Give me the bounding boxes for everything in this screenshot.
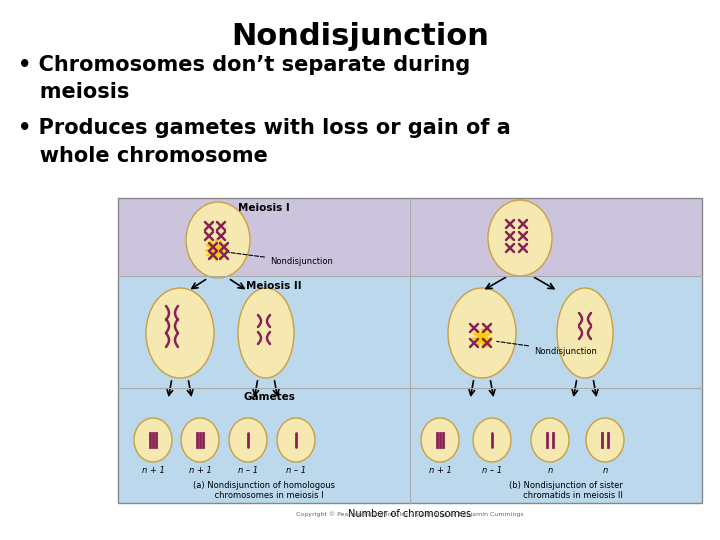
Text: (b) Nondisjunction of sister
     chromatids in meiosis II: (b) Nondisjunction of sister chromatids … xyxy=(509,481,623,501)
Ellipse shape xyxy=(531,418,569,462)
Text: Nondisjunction: Nondisjunction xyxy=(229,252,333,267)
Text: Meiosis II: Meiosis II xyxy=(246,281,302,291)
Ellipse shape xyxy=(238,288,294,378)
Bar xyxy=(118,276,702,388)
Text: n: n xyxy=(547,466,553,475)
Text: (a) Nondisjunction of homologous
    chromosomes in meiosis I: (a) Nondisjunction of homologous chromos… xyxy=(193,481,335,501)
Text: • Chromosomes don’t separate during: • Chromosomes don’t separate during xyxy=(18,55,470,75)
Ellipse shape xyxy=(181,418,219,462)
Ellipse shape xyxy=(473,418,511,462)
Text: • Produces gametes with loss or gain of a: • Produces gametes with loss or gain of … xyxy=(18,118,510,138)
Ellipse shape xyxy=(421,418,459,462)
Text: Nondisjunction: Nondisjunction xyxy=(231,22,489,51)
Text: n – 1: n – 1 xyxy=(482,466,502,475)
Text: Number of chromosomes: Number of chromosomes xyxy=(348,509,472,519)
Text: meiosis: meiosis xyxy=(18,82,130,102)
Text: n + 1: n + 1 xyxy=(189,466,212,475)
Ellipse shape xyxy=(186,202,250,278)
Text: n: n xyxy=(603,466,608,475)
Ellipse shape xyxy=(488,200,552,276)
Text: Gametes: Gametes xyxy=(243,392,295,402)
Text: n + 1: n + 1 xyxy=(142,466,164,475)
Text: Meiosis I: Meiosis I xyxy=(238,203,290,213)
Text: n – 1: n – 1 xyxy=(238,466,258,475)
Ellipse shape xyxy=(146,288,214,378)
Text: n + 1: n + 1 xyxy=(428,466,451,475)
Ellipse shape xyxy=(448,288,516,378)
Bar xyxy=(118,388,702,503)
Text: Nondisjunction: Nondisjunction xyxy=(497,341,597,355)
Text: whole chromosome: whole chromosome xyxy=(18,146,268,166)
Ellipse shape xyxy=(229,418,267,462)
Text: Copyright © Pearson Education, Inc., publishing as Benjamin Cummings: Copyright © Pearson Education, Inc., pub… xyxy=(296,511,524,517)
Text: n – 1: n – 1 xyxy=(286,466,306,475)
Bar xyxy=(118,198,702,276)
Ellipse shape xyxy=(557,288,613,378)
Ellipse shape xyxy=(277,418,315,462)
Bar xyxy=(118,198,702,503)
Ellipse shape xyxy=(134,418,172,462)
Ellipse shape xyxy=(586,418,624,462)
